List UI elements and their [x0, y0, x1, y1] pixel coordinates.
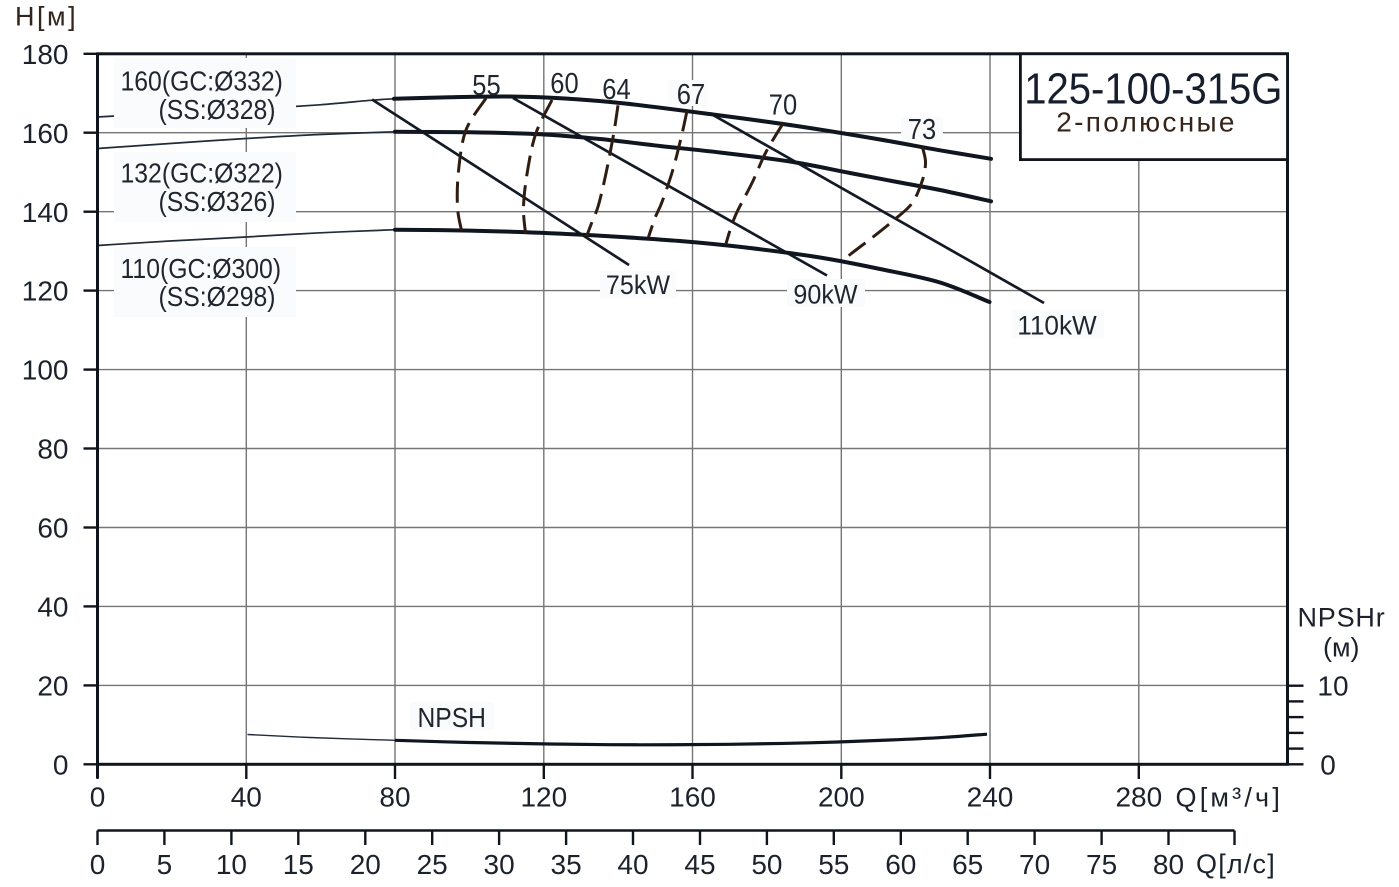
svg-text:65: 65 — [952, 849, 983, 880]
svg-text:240: 240 — [967, 782, 1014, 813]
svg-text:NPSHr: NPSHr — [1298, 603, 1386, 633]
svg-text:5: 5 — [157, 849, 173, 880]
svg-text:(SS:Ø328): (SS:Ø328) — [159, 93, 276, 125]
svg-text:80: 80 — [379, 782, 410, 813]
svg-text:90kW: 90kW — [793, 279, 858, 310]
svg-text:80: 80 — [1153, 849, 1184, 880]
svg-text:70: 70 — [1019, 849, 1050, 880]
svg-text:80: 80 — [37, 434, 68, 465]
svg-text:75kW: 75kW — [606, 269, 671, 300]
svg-text:(м): (м) — [1323, 633, 1360, 663]
svg-text:40: 40 — [617, 849, 648, 880]
svg-text:30: 30 — [484, 849, 515, 880]
svg-text:280: 280 — [1115, 782, 1162, 813]
svg-text:132(GC:Ø322): 132(GC:Ø322) — [121, 157, 283, 189]
svg-text:40: 40 — [37, 592, 68, 623]
svg-text:160: 160 — [669, 782, 716, 813]
svg-text:160(GC:Ø332): 160(GC:Ø332) — [121, 65, 283, 97]
svg-text:25: 25 — [417, 849, 448, 880]
svg-text:15: 15 — [283, 849, 314, 880]
svg-text:0: 0 — [90, 782, 106, 813]
svg-text:140: 140 — [22, 197, 69, 228]
svg-text:120: 120 — [520, 782, 567, 813]
svg-text:180: 180 — [22, 39, 69, 70]
svg-text:0: 0 — [1320, 749, 1336, 780]
svg-text:100: 100 — [22, 355, 69, 386]
svg-text:0: 0 — [90, 849, 106, 880]
svg-text:60: 60 — [550, 66, 578, 99]
svg-text:73: 73 — [908, 112, 936, 145]
svg-text:(SS:Ø326): (SS:Ø326) — [159, 186, 276, 218]
svg-text:110(GC:Ø300): 110(GC:Ø300) — [121, 252, 282, 284]
svg-text:20: 20 — [350, 849, 381, 880]
svg-text:10: 10 — [1317, 671, 1348, 702]
svg-text:0: 0 — [53, 749, 69, 780]
svg-text:10: 10 — [216, 849, 247, 880]
svg-text:60: 60 — [885, 849, 916, 880]
svg-text:55: 55 — [818, 849, 849, 880]
svg-text:60: 60 — [37, 513, 68, 544]
svg-text:125-100-315G: 125-100-315G — [1024, 64, 1282, 113]
svg-text:Q[л/с]: Q[л/с] — [1196, 849, 1276, 879]
svg-text:45: 45 — [684, 849, 715, 880]
svg-text:67: 67 — [677, 77, 705, 110]
svg-text:(SS:Ø298): (SS:Ø298) — [159, 281, 276, 313]
svg-text:Q[м³/ч]: Q[м³/ч] — [1176, 783, 1284, 813]
svg-text:20: 20 — [37, 671, 68, 702]
svg-text:2-полюсные: 2-полюсные — [1056, 107, 1237, 138]
svg-text:NPSH: NPSH — [417, 702, 485, 734]
svg-text:110kW: 110kW — [1017, 310, 1097, 340]
svg-text:70: 70 — [769, 88, 797, 121]
svg-text:64: 64 — [602, 72, 630, 105]
svg-text:H[м]: H[м] — [15, 1, 78, 31]
svg-text:55: 55 — [472, 68, 500, 101]
svg-text:40: 40 — [231, 782, 262, 813]
svg-text:160: 160 — [22, 118, 69, 149]
svg-text:35: 35 — [551, 849, 582, 880]
svg-text:75: 75 — [1086, 849, 1117, 880]
svg-text:50: 50 — [751, 849, 782, 880]
svg-text:120: 120 — [22, 276, 69, 307]
svg-text:200: 200 — [818, 782, 865, 813]
